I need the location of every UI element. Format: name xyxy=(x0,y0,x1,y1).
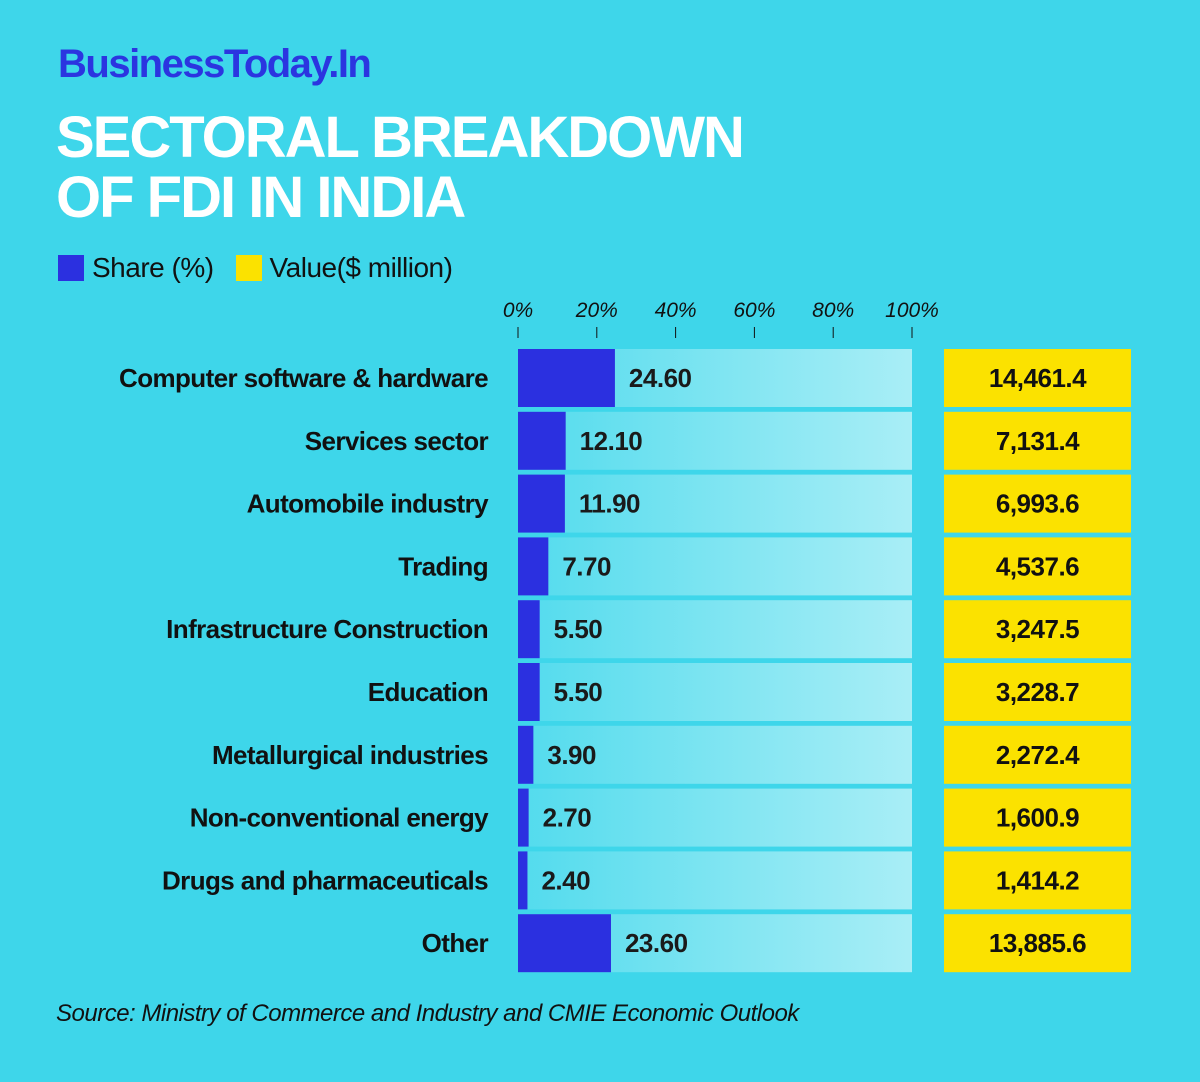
x-tick-label: 60% xyxy=(733,299,775,322)
share-bar xyxy=(518,788,529,847)
brand-logo: BusinessToday.In xyxy=(58,42,372,86)
value-data-label: 3,247.5 xyxy=(996,614,1079,644)
category-label: Education xyxy=(368,677,488,707)
chart-row: Infrastructure Construction 5.50 3,247.5 xyxy=(166,600,1131,659)
value-box xyxy=(944,537,1131,596)
share-data-label: 23.60 xyxy=(625,928,688,958)
share-track xyxy=(518,851,912,910)
category-label: Services sector xyxy=(305,426,489,456)
category-label: Non-conventional energy xyxy=(190,803,489,833)
value-box xyxy=(944,600,1131,659)
legend-value-swatch xyxy=(235,255,262,281)
category-label: Automobile industry xyxy=(247,489,490,519)
chart-row: Metallurgical industries 3.90 2,272.4 xyxy=(212,725,1131,784)
share-bar xyxy=(518,349,615,407)
share-data-label: 11.90 xyxy=(579,489,640,519)
category-label: Metallurgical industries xyxy=(212,740,488,770)
share-data-label: 24.60 xyxy=(629,363,692,393)
share-track xyxy=(518,474,912,533)
chart-row: Computer software & hardware 24.60 14,461.… xyxy=(119,349,1131,407)
legend-share-label: Share (%) xyxy=(92,252,214,283)
chart-title: SECTORAL BREAKDOWN OF FDI IN INDIA xyxy=(56,105,745,230)
chart-row: Drugs and pharmaceuticals 2.40 1,414.2 xyxy=(162,851,1131,910)
share-data-label: 2.40 xyxy=(541,865,590,895)
x-tick-label: 80% xyxy=(812,299,854,322)
x-tick-label: 100% xyxy=(885,299,939,322)
category-label: Drugs and pharmaceuticals xyxy=(162,865,488,895)
source-note: Source: Ministry of Commerce and Industr… xyxy=(56,1000,799,1027)
category-label: Trading xyxy=(398,551,488,581)
value-box xyxy=(944,914,1131,973)
value-data-label: 1,600.9 xyxy=(996,803,1079,833)
title-line-2: OF FDI IN INDIA xyxy=(56,165,466,230)
chart-row: Education 5.50 3,228.7 xyxy=(368,663,1131,721)
legend-share-swatch xyxy=(58,255,84,281)
share-track xyxy=(518,537,912,596)
share-data-label: 12.10 xyxy=(580,426,643,456)
value-data-label: 6,993.6 xyxy=(996,489,1079,519)
share-track xyxy=(518,788,912,847)
legend: Share (%) Value($ million) xyxy=(58,252,474,284)
value-data-label: 14,461.4 xyxy=(989,363,1087,393)
value-data-label: 7,131.4 xyxy=(996,426,1080,456)
share-track xyxy=(518,600,912,659)
share-bar xyxy=(518,600,540,659)
x-tick-label: 0% xyxy=(503,299,533,322)
x-tick-label: 40% xyxy=(655,299,697,322)
value-data-label: 13,885.6 xyxy=(989,928,1086,958)
chart-row: Other 23.60 13,885.6 xyxy=(422,914,1131,973)
category-label: Other xyxy=(422,928,489,958)
title-line-1: SECTORAL BREAKDOWN xyxy=(56,105,745,170)
x-tick-label: 20% xyxy=(575,299,618,322)
share-data-label: 5.50 xyxy=(554,677,603,707)
category-label: Computer software & hardware xyxy=(119,363,488,393)
value-box xyxy=(944,663,1131,721)
share-bar xyxy=(518,411,566,470)
value-box xyxy=(944,411,1131,470)
chart-row: Automobile industry 11.90 6,993.6 xyxy=(247,474,1131,533)
share-data-label: 7.70 xyxy=(562,551,611,581)
value-box xyxy=(944,349,1131,407)
share-data-label: 2.70 xyxy=(543,803,592,833)
value-box xyxy=(944,474,1131,533)
share-track xyxy=(518,663,912,721)
share-bar xyxy=(518,663,540,721)
value-box xyxy=(944,725,1131,784)
category-label: Infrastructure Construction xyxy=(166,614,488,644)
share-data-label: 5.50 xyxy=(554,614,603,644)
legend-value-label: Value($ million) xyxy=(269,252,453,283)
share-bar xyxy=(518,914,611,973)
value-box xyxy=(944,788,1131,847)
share-bar xyxy=(518,537,549,596)
value-data-label: 4,537.6 xyxy=(996,551,1079,581)
value-data-label: 3,228.7 xyxy=(996,677,1079,707)
chart-row: Non-conventional energy 2.70 1,600.9 xyxy=(190,788,1131,847)
share-bar xyxy=(518,474,565,533)
value-data-label: 1,414.2 xyxy=(996,865,1079,895)
chart-row: Trading 7.70 4,537.6 xyxy=(398,537,1131,596)
value-data-label: 2,272.4 xyxy=(996,740,1080,770)
share-track xyxy=(518,411,912,470)
share-track xyxy=(518,725,912,784)
chart-row: Services sector 12.10 7,131.4 xyxy=(305,411,1131,470)
share-bar xyxy=(518,725,534,784)
value-box xyxy=(944,851,1131,910)
share-bar xyxy=(518,851,528,910)
share-data-label: 3.90 xyxy=(547,740,596,770)
